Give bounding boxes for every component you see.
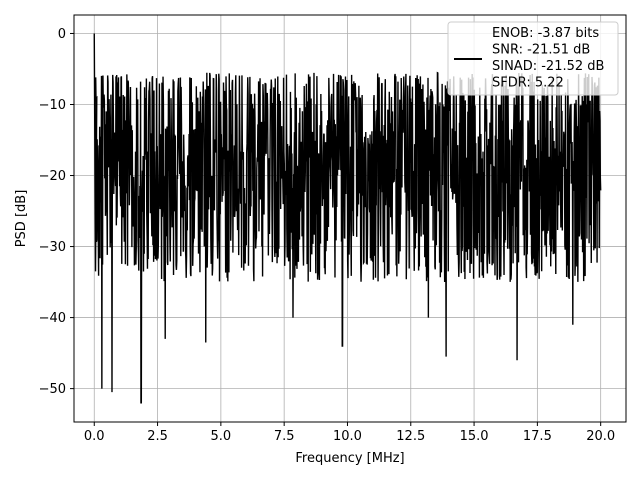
legend: ENOB: -3.87 bits SNR: -21.51 dB SINAD: -… (447, 21, 619, 96)
y-tick-label: −40 (39, 311, 66, 326)
psd-series-line (93, 33, 602, 404)
x-tick-label: 0.0 (84, 429, 105, 444)
plot-area (93, 33, 602, 404)
plot-frame (73, 14, 627, 423)
x-tick-label: 12.5 (396, 429, 425, 444)
legend-box (447, 21, 619, 96)
legend-enob: ENOB: -3.87 bits (492, 26, 599, 41)
legend-sinad: SINAD: -21.52 dB (492, 59, 604, 74)
legend-snr: SNR: -21.51 dB (492, 43, 590, 58)
y-tick-label: −20 (39, 169, 66, 184)
x-tick-label: 5.0 (211, 429, 232, 444)
x-tick-label: 15.0 (460, 429, 489, 444)
y-tick-label: −30 (39, 240, 66, 255)
x-tick-label: 10.0 (333, 429, 362, 444)
legend-sfdr: SFDR: 5.22 (492, 76, 564, 91)
x-tick-label: 20.0 (586, 429, 615, 444)
y-tick-label: 0 (58, 27, 66, 42)
x-axis-label: Frequency [MHz] (295, 451, 404, 466)
x-tick-label: 17.5 (523, 429, 552, 444)
y-tick-label: −50 (39, 382, 66, 397)
y-tick-label: −10 (39, 98, 66, 113)
axis-ticks: 0.0 2.5 5.0 7.5 10.0 12.5 15.0 17.5 20.0 0 −10 −20 −… (39, 27, 616, 444)
y-axis-label: PSD [dB] (14, 190, 29, 248)
x-tick-label: 7.5 (274, 429, 295, 444)
x-tick-label: 2.5 (147, 429, 168, 444)
